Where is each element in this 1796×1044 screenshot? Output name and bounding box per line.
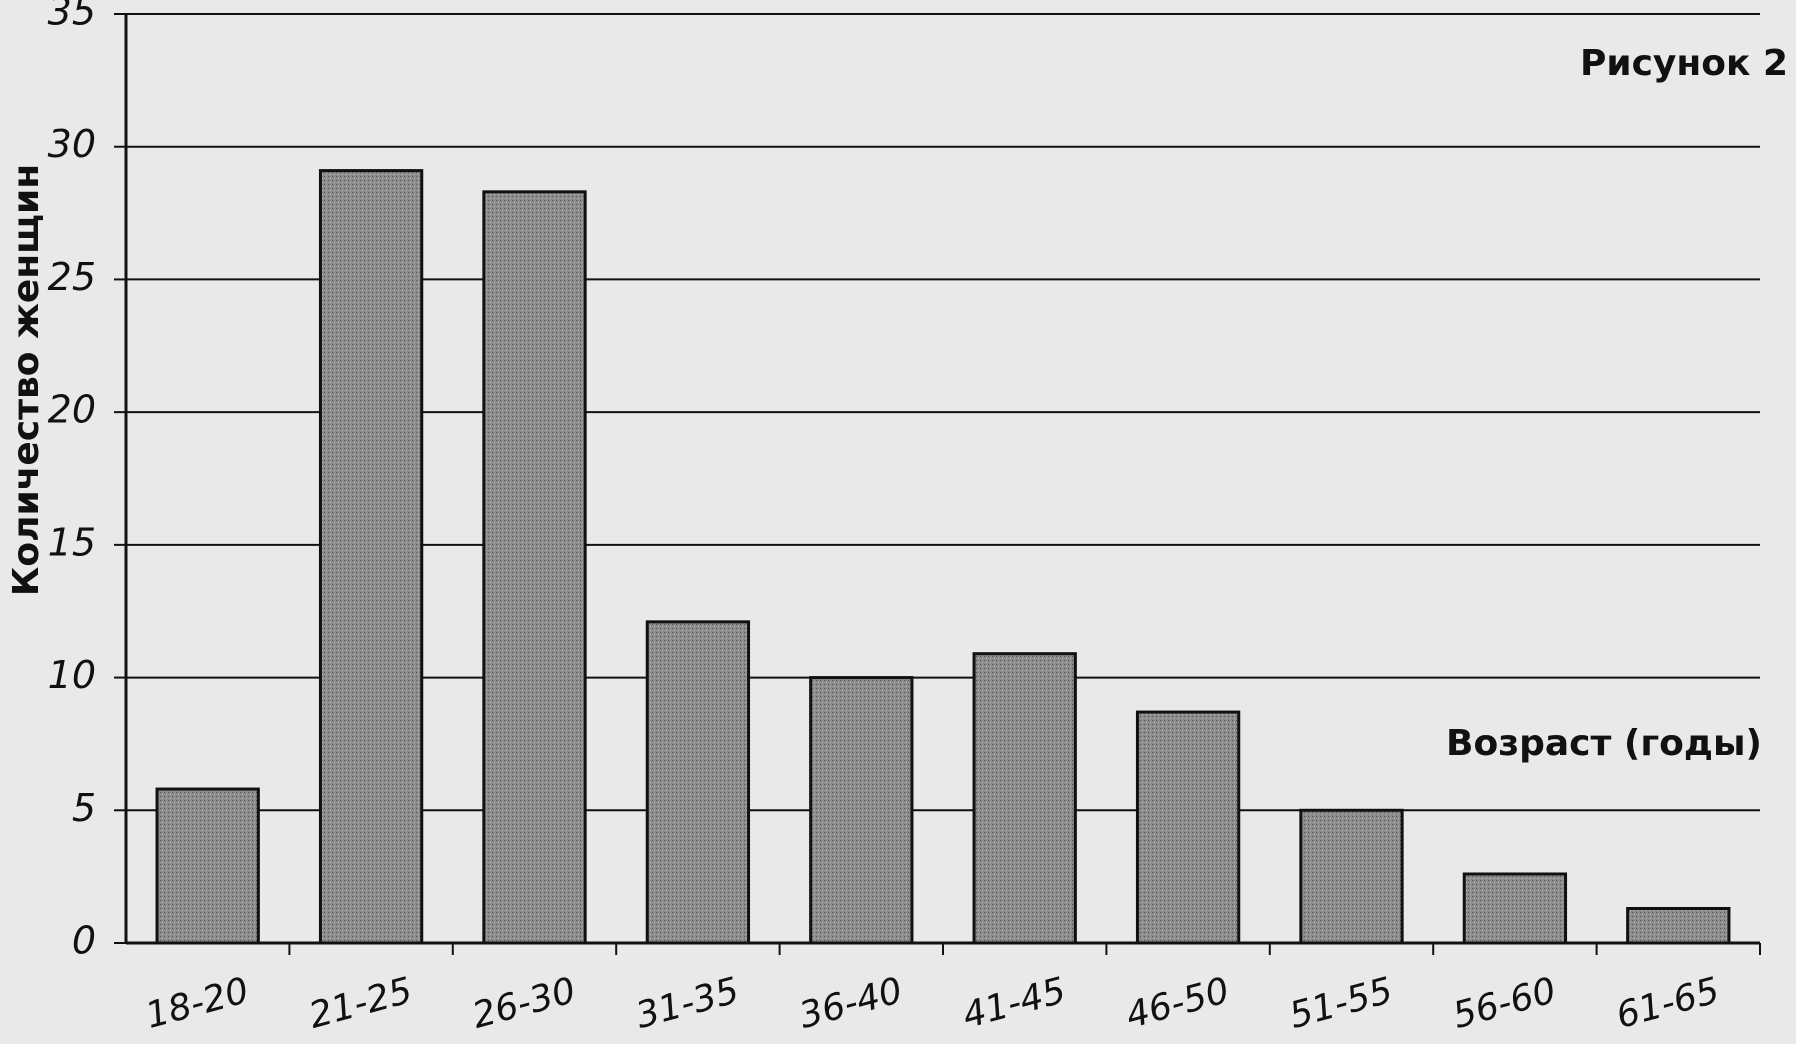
y-tick-label: 20 — [48, 388, 96, 432]
x-tick-label: 26-30 — [468, 970, 580, 1037]
x-tick-label: 18-20 — [141, 970, 253, 1037]
bar — [1626, 906, 1731, 945]
x-tick-label: 21-25 — [305, 970, 417, 1037]
bar — [1299, 808, 1404, 945]
bar — [1462, 872, 1568, 945]
x-tick-label: 31-35 — [632, 970, 744, 1037]
y-tick-label: 10 — [48, 653, 96, 697]
x-tick-label: 36-40 — [795, 970, 907, 1037]
x-tick-label: 61-65 — [1612, 970, 1724, 1037]
bar — [318, 169, 424, 945]
bar — [1135, 710, 1241, 945]
x-tick-label: 56-60 — [1449, 970, 1561, 1037]
bar — [645, 620, 751, 945]
x-tick-label: 41-45 — [958, 970, 1070, 1037]
y-tick-label: 25 — [48, 255, 96, 299]
x-tick-label: 51-55 — [1285, 970, 1397, 1037]
y-tick-label: 15 — [48, 520, 96, 564]
bar — [482, 190, 587, 945]
y-tick-label: 35 — [48, 0, 96, 34]
y-tick-label: 30 — [48, 122, 96, 166]
chart-title: Рисунок 2 — [1580, 43, 1788, 84]
bar — [809, 676, 914, 945]
bar — [155, 787, 260, 945]
x-tick-label: 46-50 — [1122, 970, 1234, 1037]
y-tick-label: 5 — [72, 786, 96, 830]
bar — [972, 652, 1077, 945]
y-tick-label: 0 — [72, 919, 96, 963]
x-axis-label: Возраст (годы) — [1446, 723, 1762, 764]
y-axis-label: Количество женщин — [6, 164, 47, 596]
